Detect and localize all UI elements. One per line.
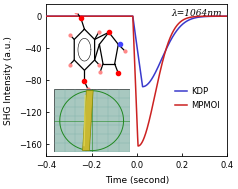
KDP: [194, 17, 197, 19]
Text: λ=1064nm: λ=1064nm: [171, 9, 222, 18]
KDP: [78, 15, 81, 17]
MPMOI: [163, 55, 165, 57]
KDP: [154, 72, 156, 74]
MPMOI: [137, 145, 139, 147]
X-axis label: Time (second): Time (second): [105, 176, 169, 185]
Line: KDP: KDP: [46, 16, 227, 87]
MPMOI: [180, 20, 183, 22]
KDP: [163, 53, 165, 55]
MPMOI: [114, 15, 117, 17]
KDP: [45, 15, 48, 17]
MPMOI: [154, 94, 156, 96]
KDP: [226, 15, 229, 17]
Y-axis label: SHG Intensity (a.u.): SHG Intensity (a.u.): [4, 36, 13, 125]
Legend: KDP, MPMOI: KDP, MPMOI: [175, 88, 219, 110]
MPMOI: [226, 15, 229, 17]
KDP: [141, 86, 144, 88]
Line: MPMOI: MPMOI: [46, 16, 227, 146]
MPMOI: [78, 15, 81, 17]
MPMOI: [194, 15, 197, 18]
KDP: [180, 24, 183, 26]
MPMOI: [45, 15, 48, 17]
KDP: [114, 15, 117, 17]
